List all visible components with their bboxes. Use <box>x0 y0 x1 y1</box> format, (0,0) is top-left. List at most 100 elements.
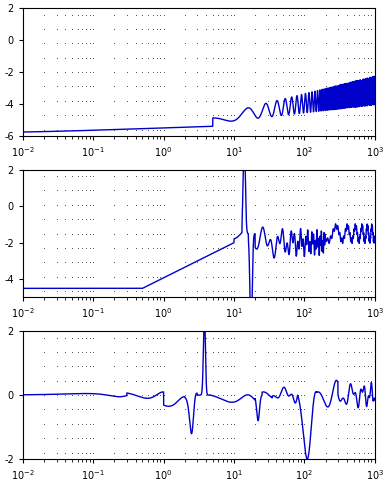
Point <box>280 111 286 119</box>
Point <box>74 449 81 456</box>
Point <box>231 259 237 266</box>
Point <box>322 391 329 399</box>
Point <box>161 406 167 414</box>
Point <box>301 449 307 456</box>
Point <box>62 273 68 280</box>
Point <box>294 126 301 134</box>
Point <box>372 215 378 223</box>
Point <box>350 449 357 456</box>
Point <box>294 11 301 18</box>
Point <box>294 215 301 223</box>
Point <box>111 377 118 384</box>
Point <box>224 39 230 47</box>
Point <box>69 201 75 208</box>
Point <box>372 54 378 62</box>
Point <box>335 406 341 414</box>
Point <box>265 377 271 384</box>
Point <box>182 449 188 456</box>
Point <box>220 348 226 356</box>
Point <box>286 39 292 47</box>
Point <box>54 377 60 384</box>
Point <box>344 363 350 370</box>
Point <box>322 449 329 456</box>
Point <box>79 273 85 280</box>
Point <box>298 287 304 295</box>
Point <box>372 434 378 442</box>
Point <box>350 230 357 238</box>
Point <box>220 363 226 370</box>
Point <box>210 348 216 356</box>
Point <box>231 377 237 384</box>
Point <box>228 334 234 342</box>
Point <box>54 406 60 414</box>
Point <box>224 201 230 208</box>
Point <box>301 377 307 384</box>
Point <box>368 259 374 266</box>
Point <box>265 287 271 295</box>
Point <box>54 97 60 104</box>
Point <box>139 259 146 266</box>
Point <box>280 377 286 384</box>
Point <box>90 11 96 18</box>
Point <box>83 25 90 33</box>
Point <box>280 334 286 342</box>
Point <box>83 406 90 414</box>
Point <box>203 377 209 384</box>
Point <box>350 334 357 342</box>
Point <box>124 334 130 342</box>
Point <box>203 273 209 280</box>
Point <box>265 11 271 18</box>
Point <box>368 391 374 399</box>
Point <box>133 230 139 238</box>
Point <box>356 11 362 18</box>
Point <box>150 39 156 47</box>
Point <box>372 172 378 180</box>
Point <box>154 377 160 384</box>
Point <box>90 244 96 252</box>
Point <box>228 54 234 62</box>
Point <box>133 391 139 399</box>
Point <box>344 244 350 252</box>
Point <box>194 377 200 384</box>
Point <box>145 68 151 76</box>
Point <box>252 391 258 399</box>
Point <box>203 111 209 119</box>
Point <box>83 68 90 76</box>
Point <box>150 11 156 18</box>
Point <box>361 287 367 295</box>
Point <box>87 348 93 356</box>
Point <box>252 54 258 62</box>
Point <box>74 126 81 134</box>
Point <box>62 434 68 442</box>
Point <box>301 259 307 266</box>
Point <box>74 287 81 295</box>
Point <box>361 259 367 266</box>
Point <box>210 244 216 252</box>
Point <box>210 111 216 119</box>
Point <box>87 244 93 252</box>
Point <box>194 434 200 442</box>
Point <box>210 230 216 238</box>
Point <box>154 187 160 194</box>
Point <box>154 348 160 356</box>
Point <box>298 273 304 280</box>
Point <box>139 244 146 252</box>
Point <box>273 68 279 76</box>
Point <box>54 25 60 33</box>
Point <box>90 377 96 384</box>
Point <box>157 230 163 238</box>
Point <box>83 287 90 295</box>
Point <box>154 126 160 134</box>
Point <box>228 348 234 356</box>
Point <box>365 215 371 223</box>
Point <box>203 420 209 428</box>
Point <box>150 406 156 414</box>
Point <box>54 391 60 399</box>
Point <box>161 334 167 342</box>
Point <box>294 348 301 356</box>
Point <box>220 273 226 280</box>
Point <box>157 11 163 18</box>
Point <box>335 287 341 295</box>
Point <box>273 434 279 442</box>
Point <box>182 54 188 62</box>
